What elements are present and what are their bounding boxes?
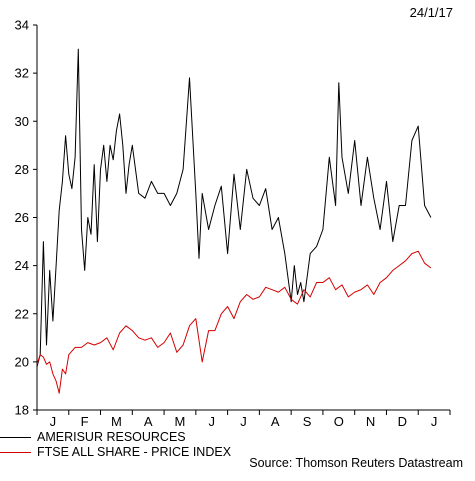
x-tick-label: N <box>366 414 375 429</box>
x-tick-label: J <box>431 414 438 429</box>
legend-swatch-ftse <box>0 451 31 453</box>
y-tick-label: 22 <box>15 306 29 321</box>
y-tick-label: 30 <box>15 114 29 129</box>
legend-label-amerisur: AMERISUR RESOURCES <box>37 430 186 444</box>
x-tick-label: J <box>240 414 247 429</box>
y-tick-label: 26 <box>15 210 29 225</box>
legend-item-amerisur: AMERISUR RESOURCES <box>0 430 186 444</box>
x-tick-label: D <box>398 414 407 429</box>
legend-item-ftse: FTSE ALL SHARE - PRICE INDEX <box>0 445 231 459</box>
series-line-amerisur <box>36 48 432 367</box>
x-tick-label: J <box>208 414 215 429</box>
y-tick-label: 20 <box>15 354 29 369</box>
date-label: 24/1/17 <box>409 5 453 20</box>
x-tick-label: M <box>175 414 186 429</box>
y-tick-label: 24 <box>15 258 29 273</box>
x-tick-label: A <box>144 414 153 429</box>
y-tick-label: 34 <box>15 18 29 33</box>
x-tick-label: S <box>303 414 312 429</box>
y-tick-label: 18 <box>15 403 29 418</box>
x-tick-label: J <box>50 414 57 429</box>
x-tick-label: M <box>111 414 122 429</box>
legend-swatch-amerisur <box>0 436 31 438</box>
source-note: Source: Thomson Reuters Datastream <box>249 456 463 470</box>
y-tick-label: 32 <box>15 66 29 81</box>
x-tick-label: F <box>81 414 89 429</box>
series-line-ftse <box>36 250 432 394</box>
legend-label-ftse: FTSE ALL SHARE - PRICE INDEX <box>37 445 232 459</box>
x-tick-label: O <box>334 414 344 429</box>
x-tick-label: A <box>271 414 280 429</box>
y-tick-label: 28 <box>15 162 29 177</box>
